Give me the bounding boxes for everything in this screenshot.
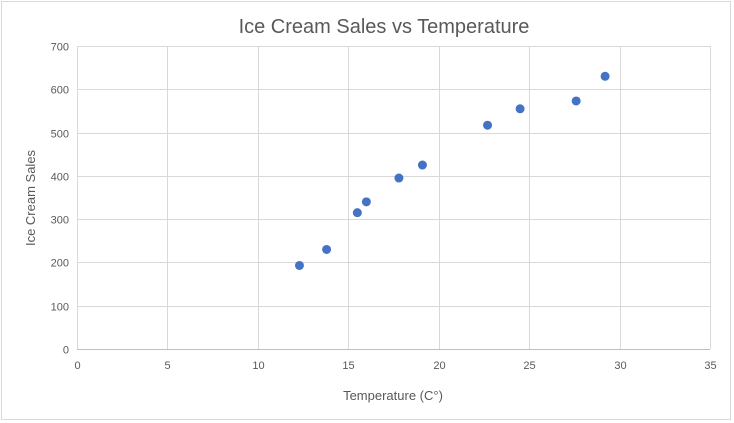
y-tick-label: 600 bbox=[51, 85, 69, 97]
chart-title: Ice Cream Sales vs Temperature bbox=[239, 16, 530, 38]
y-tick-label: 300 bbox=[51, 215, 69, 227]
tick-labels: 0 100 200 300 400 500 600 700 0 5 10 15 20 25 30 35 bbox=[51, 42, 717, 373]
data-point bbox=[600, 71, 610, 81]
data-point bbox=[571, 96, 581, 106]
axes bbox=[77, 46, 710, 350]
data-points bbox=[294, 71, 610, 270]
data-point bbox=[417, 160, 427, 170]
data-point bbox=[322, 244, 332, 254]
data-point bbox=[361, 197, 371, 207]
y-tick-label: 400 bbox=[51, 172, 69, 184]
x-tick-label: 20 bbox=[433, 360, 445, 372]
x-tick-label: 25 bbox=[523, 360, 535, 372]
data-point bbox=[352, 208, 362, 218]
y-tick-label: 100 bbox=[51, 302, 69, 314]
x-tick-label: 35 bbox=[704, 360, 716, 372]
data-point bbox=[294, 260, 304, 270]
data-point bbox=[483, 120, 493, 130]
x-tick-label: 0 bbox=[74, 360, 80, 372]
x-axis-title: Temperature (C°) bbox=[343, 388, 443, 403]
x-tick-label: 30 bbox=[614, 360, 626, 372]
data-point bbox=[515, 104, 525, 114]
x-tick-label: 5 bbox=[164, 360, 170, 372]
x-tick-label: 15 bbox=[342, 360, 354, 372]
data-point bbox=[394, 173, 404, 183]
y-tick-label: 500 bbox=[51, 129, 69, 141]
x-tick-label: 10 bbox=[252, 360, 264, 372]
y-tick-label: 0 bbox=[63, 345, 69, 357]
y-tick-label: 200 bbox=[51, 258, 69, 270]
y-tick-label: 700 bbox=[51, 42, 69, 54]
grid-lines bbox=[77, 46, 711, 349]
y-axis-title: Ice Cream Sales bbox=[23, 149, 38, 246]
